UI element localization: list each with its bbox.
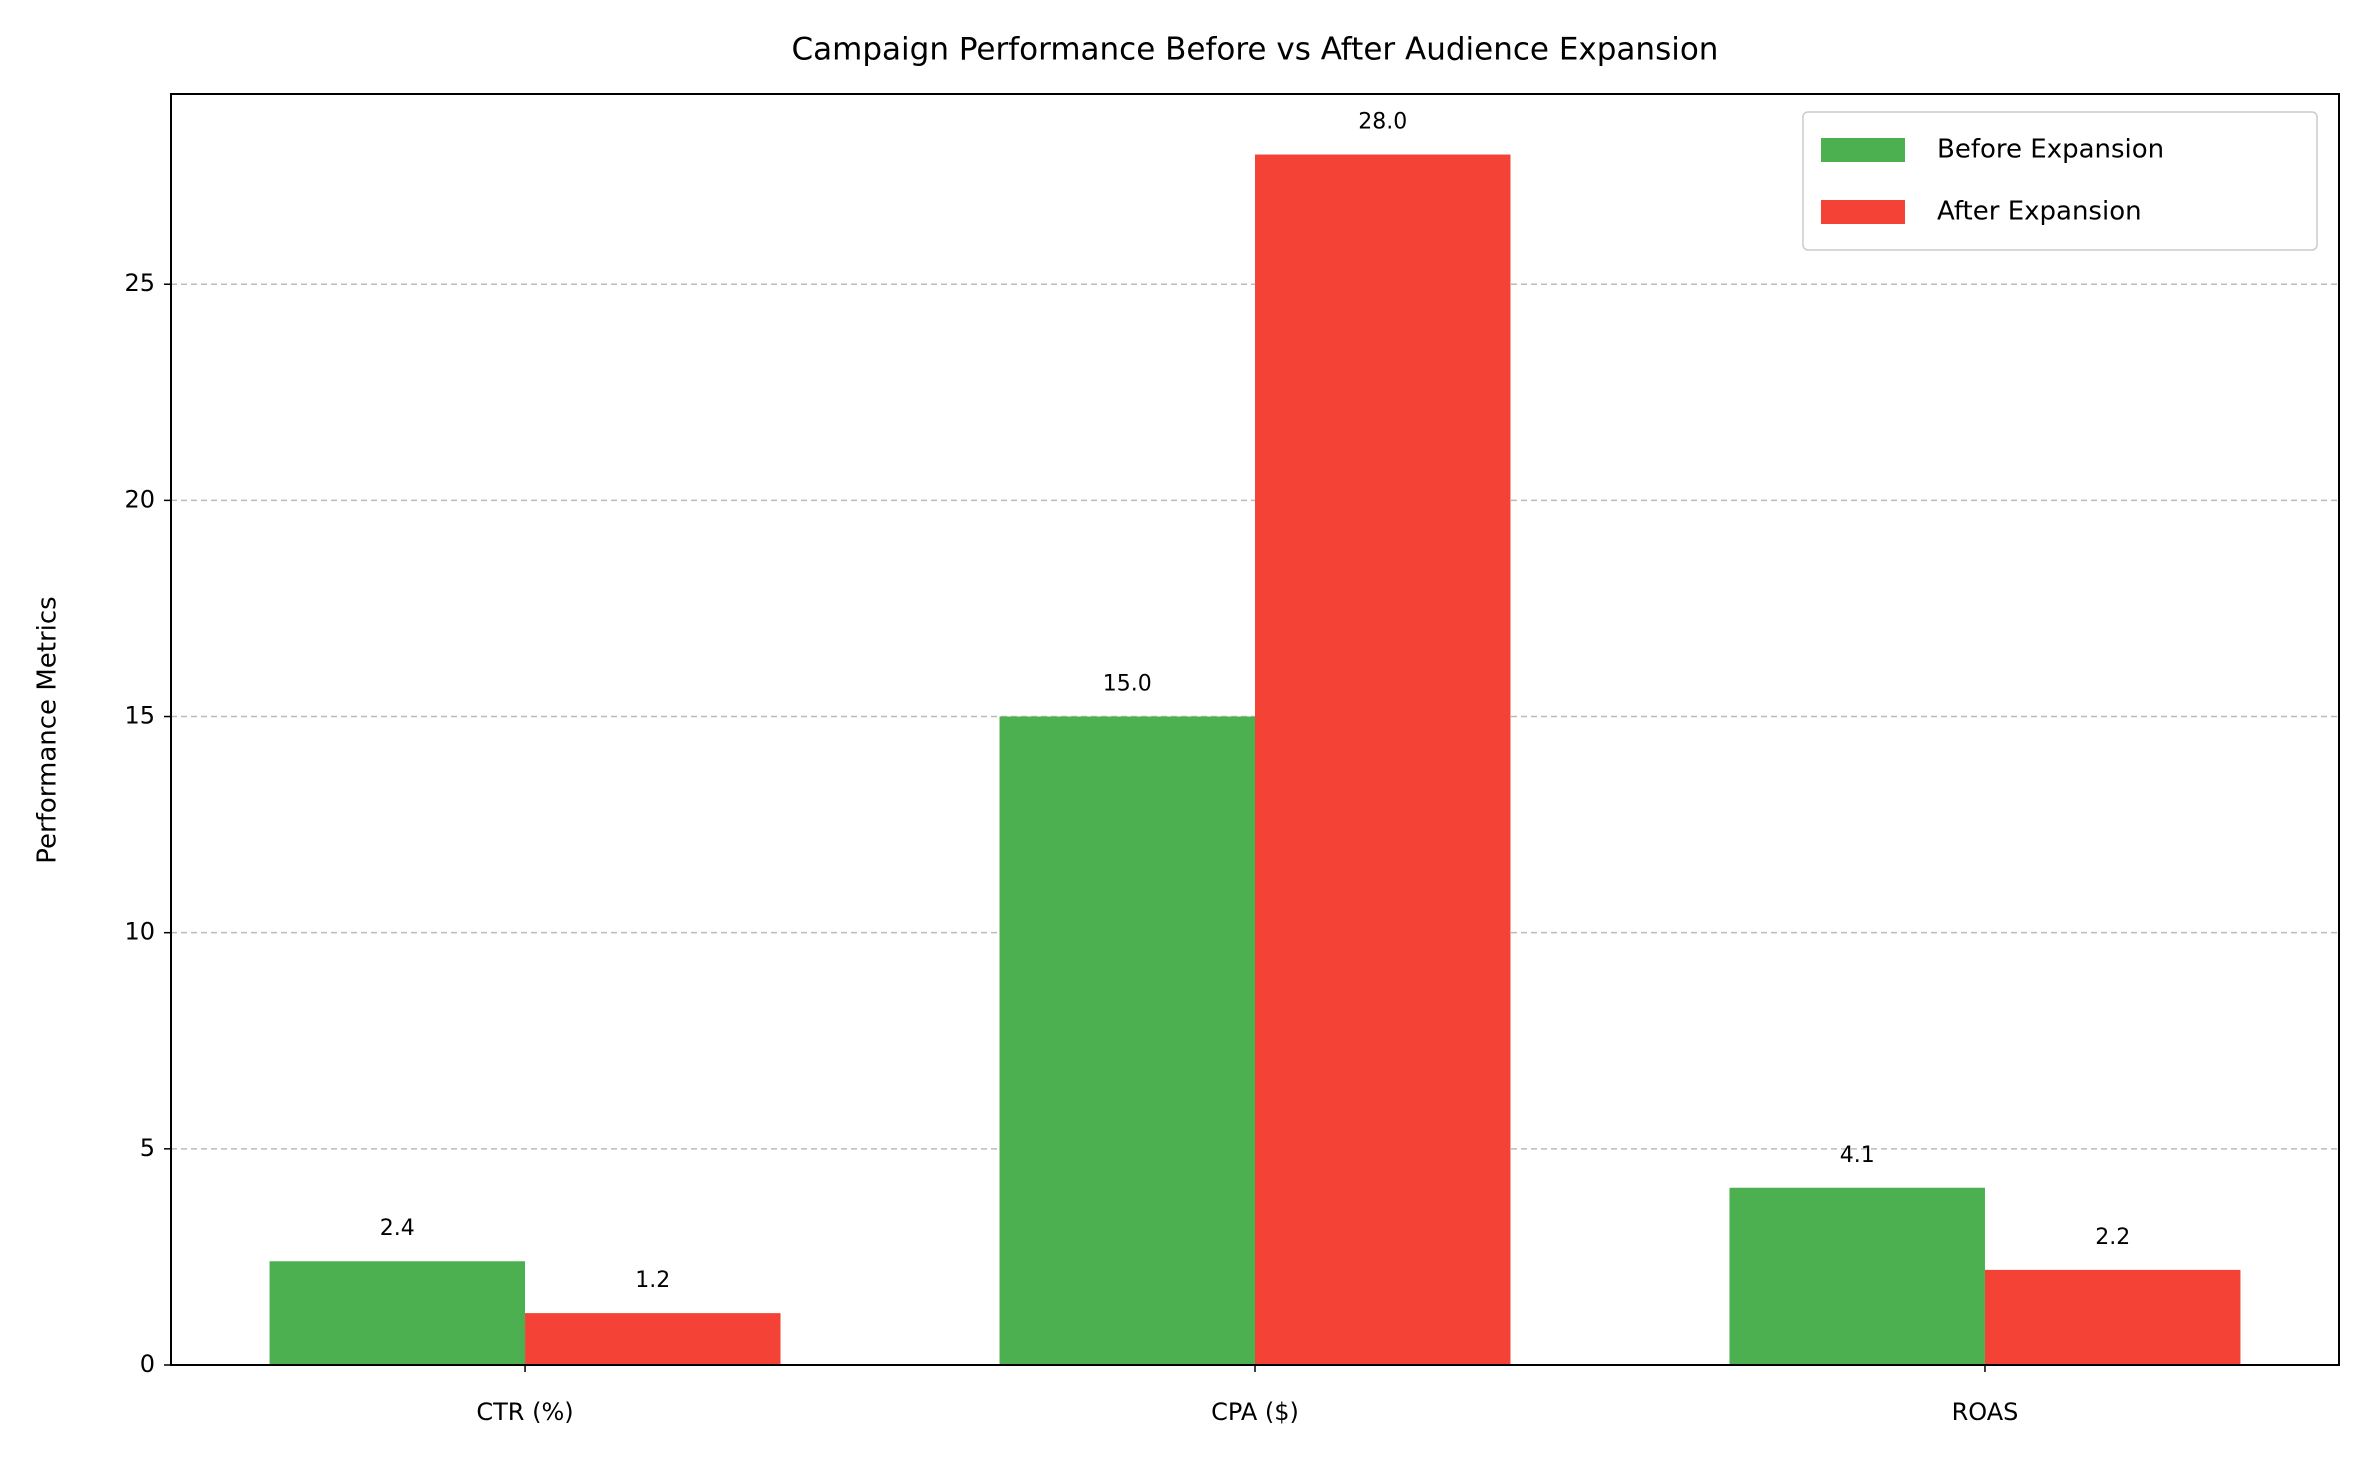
value-label: 1.2: [635, 1268, 670, 1293]
y-tick-label: 15: [124, 702, 155, 730]
bar: [999, 716, 1255, 1365]
value-label: 15.0: [1103, 672, 1152, 697]
bar: [1729, 1187, 1985, 1365]
legend-label: Before Expansion: [1937, 135, 2164, 165]
x-tick-label: CTR (%): [476, 1398, 573, 1426]
y-tick-label: 5: [140, 1134, 155, 1162]
value-label: 2.2: [2095, 1225, 2130, 1250]
legend-swatch: [1821, 200, 1905, 224]
y-tick-label: 20: [124, 485, 155, 513]
bar: [269, 1261, 526, 1365]
x-tick-label: ROAS: [1952, 1398, 2019, 1426]
y-axis-label: Performance Metrics: [33, 596, 63, 863]
y-tick-label: 0: [140, 1350, 155, 1378]
chart-title: Campaign Performance Before vs After Aud…: [792, 32, 1719, 68]
x-tick-label: CPA ($): [1211, 1398, 1299, 1426]
value-label: 2.4: [380, 1216, 415, 1241]
bar: [1255, 154, 1511, 1365]
y-tick-label: 25: [124, 269, 155, 297]
legend-swatch: [1821, 138, 1905, 162]
legend-box: [1802, 111, 2318, 251]
y-tick-label: 10: [124, 918, 155, 946]
value-label: 4.1: [1840, 1143, 1875, 1168]
bar: [1984, 1269, 2241, 1365]
legend-label: After Expansion: [1937, 197, 2142, 227]
plot-frame: [170, 93, 2340, 1366]
value-label: 28.0: [1358, 110, 1407, 135]
bar: [525, 1313, 781, 1365]
